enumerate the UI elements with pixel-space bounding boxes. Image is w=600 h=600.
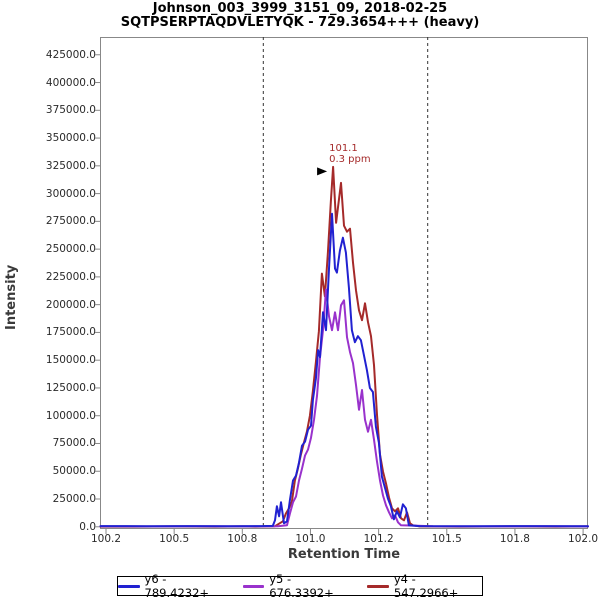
y-tick-label: 75000.0 — [52, 437, 96, 450]
chromatogram-canvas[interactable] — [90, 37, 598, 539]
legend-label-y6: y6 - 789.4232+ — [144, 572, 210, 600]
x-tick-label: 100.8 — [227, 533, 258, 545]
plot-area[interactable] — [90, 37, 598, 539]
y-tick-label: 125000.0 — [45, 381, 96, 394]
y-tick-label: 225000.0 — [45, 270, 96, 283]
legend: y6 - 789.4232+ y5 - 676.3392+ y4 - 547.296… — [117, 572, 483, 600]
y-tick-label: 350000.0 — [45, 132, 96, 145]
y-tick-label: 250000.0 — [45, 243, 96, 256]
y-tick-label: 50000.0 — [52, 465, 96, 478]
chart-title-line1: Johnson_003_3999_3151_09, 2018-02-25 — [152, 1, 448, 16]
x-axis-title: Retention Time — [287, 547, 401, 562]
legend-item-y4: y4 - 547.2966+ — [367, 572, 482, 600]
legend-line-swatch-y4 — [367, 584, 389, 588]
y-tick-label: 175000.0 — [45, 326, 96, 339]
legend-label-y5: y5 - 676.3392+ — [269, 572, 334, 600]
chart-title-line2: SQTPSERPTAQDVLETYQK - 729.3654+++ (heavy… — [120, 15, 480, 30]
y-tick-label: 275000.0 — [45, 215, 96, 228]
y-tick-label: 0.0 — [79, 520, 96, 533]
chart-title: Johnson_003_3999_3151_09, 2018-02-25 SQT… — [0, 2, 600, 30]
plot-border — [100, 37, 588, 529]
y-tick-label: 150000.0 — [45, 354, 96, 367]
legend-item-y6: y6 - 789.4232+ — [118, 572, 233, 600]
trace-y6[interactable] — [99, 212, 589, 528]
x-tick-label: 101.8 — [499, 533, 530, 545]
x-tick-label: 101.0 — [295, 533, 326, 545]
x-tick-label: 100.2 — [90, 533, 122, 545]
legend-line-swatch-y5 — [242, 584, 265, 588]
x-tick-label: 101.5 — [431, 533, 462, 545]
y-tick-label: 200000.0 — [45, 298, 96, 311]
y-tick-label: 100000.0 — [45, 409, 96, 422]
peak-annotation: 101.1 0.3 ppm — [329, 143, 371, 165]
legend-line-swatch-y6 — [118, 584, 140, 588]
legend-label-y4: y4 - 547.2966+ — [393, 572, 459, 600]
x-tick-label: 100.5 — [159, 533, 190, 545]
x-tick-label: 102.0 — [568, 533, 599, 545]
y-tick-label: 400000.0 — [45, 76, 96, 89]
peak-ppm-label: 0.3 ppm — [329, 154, 371, 166]
y-tick-label: 425000.0 — [45, 48, 96, 61]
y-tick-label: 375000.0 — [45, 104, 96, 117]
y-tick-label: 300000.0 — [45, 187, 96, 200]
trace-y5[interactable] — [99, 288, 589, 528]
trace-y4[interactable] — [99, 165, 589, 528]
y-tick-label: 325000.0 — [45, 159, 96, 172]
peak-rt-label: 101.1 — [329, 143, 358, 155]
y-tick-label: 25000.0 — [52, 493, 96, 505]
peak-arrow-icon — [317, 167, 328, 176]
legend-item-y5: y5 - 676.3392+ — [242, 572, 358, 600]
x-tick-label: 101.2 — [363, 533, 394, 545]
